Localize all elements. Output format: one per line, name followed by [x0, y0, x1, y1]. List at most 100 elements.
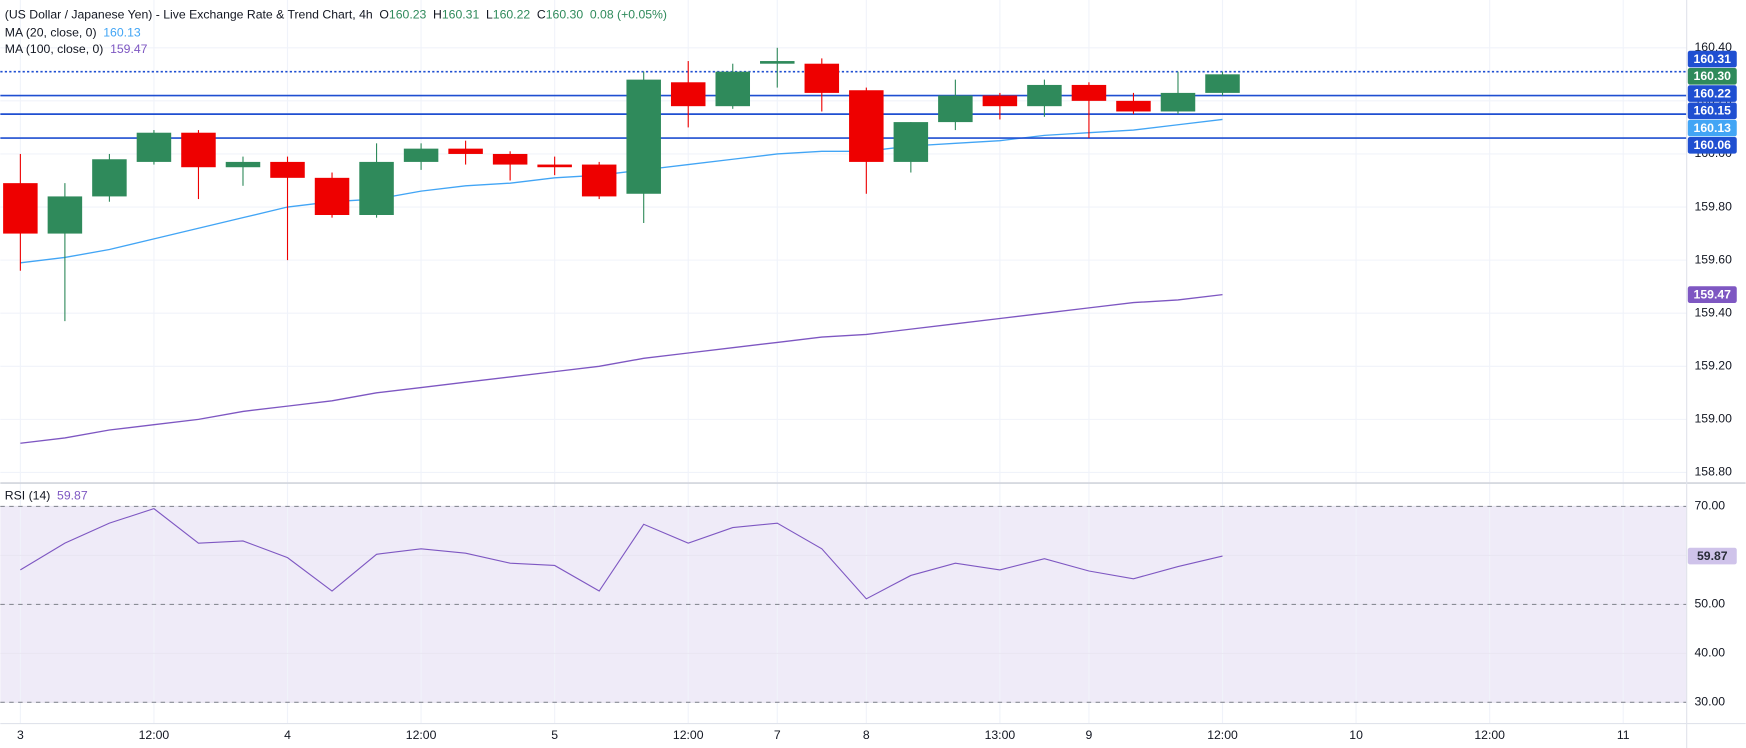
ohlc-value: 160.22	[493, 8, 531, 22]
price-badge: 59.87	[1687, 547, 1737, 565]
price-badge-box	[1687, 67, 1737, 85]
x-tick-label: 4	[284, 728, 291, 742]
x-tick-label: 9	[1086, 728, 1093, 742]
candle-body	[136, 132, 172, 162]
price-badge-label: 160.30	[1694, 69, 1732, 83]
x-tick-label: 12:00	[673, 728, 704, 742]
ohlc-key: C	[537, 8, 546, 22]
candle-body	[181, 132, 216, 168]
ohlc-key: H	[433, 8, 442, 22]
candle-body	[938, 95, 973, 123]
candle-body	[670, 82, 706, 107]
price-badge-box	[1687, 136, 1737, 154]
price-badge: 160.06	[1687, 136, 1737, 154]
price-badge: 160.31	[1687, 50, 1737, 68]
candle-body	[626, 79, 661, 194]
price-badge-label: 159.47	[1694, 287, 1732, 301]
rsi-legend: RSI (14) 59.87	[5, 489, 88, 503]
price-badge-label: 160.13	[1694, 121, 1732, 135]
ma-legend-name: MA (20, close, 0)	[5, 26, 97, 40]
y-tick-label: 159.20	[1694, 359, 1732, 373]
candle-body	[893, 122, 929, 162]
x-tick-label: 3	[17, 728, 24, 742]
price-badge: 160.15	[1687, 102, 1737, 120]
price-badge-box	[1687, 85, 1737, 102]
candle-body	[47, 196, 83, 234]
ma-legend-name: MA (100, close, 0)	[5, 42, 104, 56]
price-badge-box	[1687, 286, 1737, 303]
candle-body	[403, 148, 439, 162]
price-badge: 159.47	[1687, 286, 1737, 303]
under-layer	[0, 0, 1687, 724]
x-tick-label: 12:00	[139, 728, 170, 742]
chart-header: (US Dollar / Japanese Yen) - Live Exchan…	[5, 8, 667, 22]
y-tick-label: 159.80	[1694, 199, 1732, 213]
candle-body	[448, 148, 483, 154]
moving-average-line	[20, 293, 1223, 444]
candle-body	[1160, 92, 1196, 112]
x-tick-label: 13:00	[985, 728, 1016, 742]
candle-body	[1027, 84, 1062, 107]
x-tick-label: 11	[1617, 728, 1630, 742]
y-tick-label: 159.40	[1694, 305, 1732, 319]
y-tick-label: 159.60	[1694, 252, 1732, 266]
candle-body	[537, 164, 572, 168]
price-badge: 160.13	[1687, 119, 1737, 137]
price-badge-box	[1687, 547, 1737, 565]
rsi-tick-label: 70.00	[1694, 499, 1725, 513]
ohlc-value: 160.31	[442, 8, 480, 22]
y-tick-label: 158.80	[1694, 465, 1732, 479]
price-badge-label: 160.31	[1694, 52, 1732, 66]
price-badge-box	[1687, 50, 1737, 68]
chart-title: (US Dollar / Japanese Yen) - Live Exchan…	[5, 8, 373, 22]
price-badge-label: 160.22	[1694, 86, 1732, 100]
ohlc-key: O	[379, 8, 389, 22]
candle-body	[760, 61, 795, 64]
x-tick-label: 10	[1349, 728, 1363, 742]
candle-body	[92, 159, 127, 197]
over-layer: 3 12:00 4 12:00 5 12:00 7 8 13:00 9 12:00 10 12:00 11…	[5, 8, 1737, 742]
ma-legend: MA (100, close, 0) 159.47	[5, 42, 148, 56]
x-tick-label: 12:00	[1207, 728, 1238, 742]
price-badge-label: 59.87	[1697, 549, 1728, 563]
price-badge-box	[1687, 119, 1737, 137]
price-badge: 160.30	[1687, 67, 1737, 85]
candle-body	[849, 90, 884, 162]
candle-body	[581, 164, 617, 197]
candle-body	[1205, 74, 1240, 93]
price-badge-label: 160.06	[1694, 138, 1732, 152]
x-tick-label: 8	[863, 728, 870, 742]
rsi-tick-label: 50.00	[1694, 597, 1725, 611]
candle-body	[270, 161, 305, 178]
change-value: 0.08 (+0.05%)	[590, 8, 667, 22]
ohlc-key: L	[486, 8, 493, 22]
rsi-legend-name: RSI (14)	[5, 489, 51, 503]
y-tick-label: 159.00	[1694, 412, 1732, 426]
price-badge: 160.22	[1687, 85, 1737, 102]
candle-body	[225, 161, 261, 168]
rsi-tick-label: 40.00	[1694, 646, 1725, 660]
rsi-tick-label: 30.00	[1694, 695, 1725, 709]
x-tick-label: 7	[774, 728, 781, 742]
candle-body	[314, 177, 350, 215]
candle-body	[492, 153, 528, 165]
candle-body	[804, 63, 840, 93]
candle-body	[715, 71, 751, 107]
candle-body	[1116, 100, 1151, 112]
ohlc-value: 160.30	[546, 8, 584, 22]
x-tick-label: 5	[551, 728, 558, 742]
candle-body	[982, 95, 1018, 107]
ma-legend: MA (20, close, 0) 160.13	[5, 26, 141, 40]
ohlc-value: 160.23	[389, 8, 427, 22]
y-tick-label: 160.40	[1694, 40, 1732, 54]
x-tick-label: 12:00	[406, 728, 437, 742]
candle-body	[359, 161, 394, 215]
rsi-line	[20, 508, 1223, 600]
price-badge-box	[1687, 102, 1737, 120]
price-badge-label: 160.15	[1694, 104, 1732, 118]
rsi-legend-value: 59.87	[57, 489, 88, 503]
ma-legend-value: 160.13	[103, 26, 141, 40]
x-tick-label: 12:00	[1474, 728, 1505, 742]
